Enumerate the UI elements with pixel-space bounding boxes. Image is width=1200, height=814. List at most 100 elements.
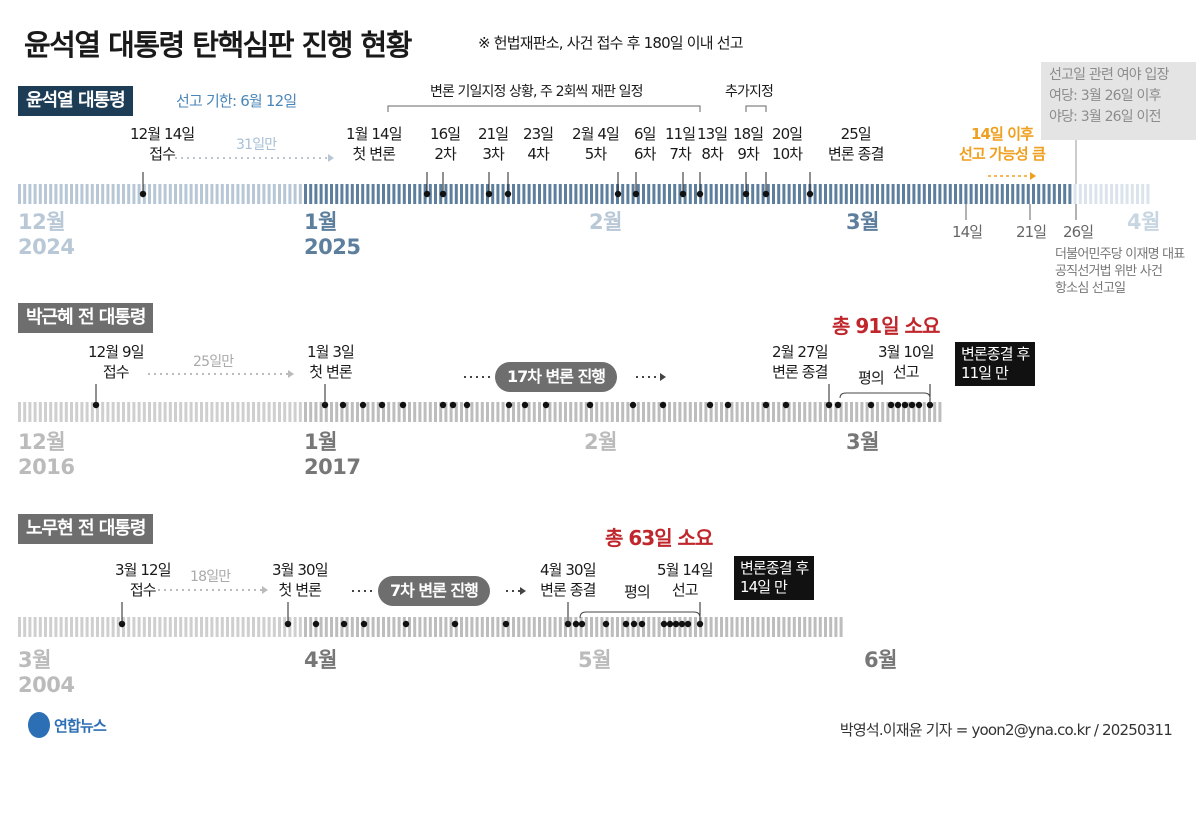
timeline-tick <box>272 184 276 204</box>
timeline-tick <box>1016 184 1020 204</box>
timeline-tick <box>288 402 292 422</box>
timeline-tick <box>995 184 999 204</box>
arrow-head <box>262 586 268 594</box>
timeline-tick <box>189 184 193 204</box>
timeline-tick <box>28 617 32 637</box>
timeline-tick <box>761 402 765 422</box>
timeline-tick <box>584 617 588 637</box>
timeline-tick <box>886 402 890 422</box>
month-label: 2월 <box>589 210 622 234</box>
timeline-tick <box>720 402 723 422</box>
timeline-tick <box>59 617 63 637</box>
timeline-tick <box>210 402 214 422</box>
arrow-head <box>328 154 334 162</box>
timeline-tick <box>184 617 188 637</box>
timeline-tick <box>444 617 448 637</box>
timeline-tick <box>288 617 292 637</box>
timeline-tick <box>532 617 536 637</box>
timeline-tick <box>356 402 359 422</box>
timeline-tick <box>298 402 302 422</box>
timeline-tick <box>54 617 58 637</box>
timeline-tick <box>116 184 120 204</box>
timeline-tick <box>449 402 453 422</box>
timeline-tick <box>569 617 573 637</box>
timeline-tick <box>948 184 952 204</box>
event-dot <box>449 401 457 409</box>
timeline-tick <box>304 184 307 204</box>
timeline-tick <box>49 402 53 422</box>
timeline-tick <box>647 617 651 637</box>
timeline-tick <box>933 184 937 204</box>
timeline-tick <box>1047 184 1051 204</box>
timeline-tick <box>954 184 957 204</box>
timeline-tick <box>532 402 536 422</box>
timeline-tick <box>293 402 297 422</box>
timeline-tick <box>148 402 151 422</box>
timeline-tick <box>834 184 838 204</box>
timeline-tick <box>808 617 812 637</box>
timeline-tick <box>714 184 718 204</box>
timeline-tick <box>272 402 276 422</box>
timeline-tick <box>257 617 261 637</box>
timeline-tick <box>870 402 874 422</box>
event-dot <box>504 190 512 198</box>
timeline-tick <box>881 184 885 204</box>
timeline-tick <box>855 402 859 422</box>
arrow-head <box>520 587 526 595</box>
timeline-tick <box>215 402 219 422</box>
timeline-tick <box>402 184 406 204</box>
timeline-tick <box>278 184 281 204</box>
timeline-tick <box>184 402 188 422</box>
event-dot <box>463 401 471 409</box>
timeline-tick <box>1032 184 1035 204</box>
timeline-tick <box>501 402 505 422</box>
timeline-tick <box>527 617 531 637</box>
timeline-tick <box>319 402 323 422</box>
event-dot <box>629 401 637 409</box>
event-dot <box>578 620 586 628</box>
timeline-tick <box>595 617 599 637</box>
timeline-tick <box>1146 184 1150 204</box>
timeline-tick <box>1084 184 1087 204</box>
gap-label: 25일만 <box>193 354 234 370</box>
timeline-tick <box>434 402 437 422</box>
timeline-tick <box>704 402 708 422</box>
timeline-tick <box>267 617 271 637</box>
timeline-tick <box>174 402 177 422</box>
event-dot <box>521 401 529 409</box>
event-dot <box>630 620 638 628</box>
timeline-tick <box>226 184 229 204</box>
event-dot <box>915 401 923 409</box>
timeline-tick <box>350 402 354 422</box>
hearing-count-pill: 17차 변론 진행 <box>495 362 618 392</box>
timeline-tick <box>818 402 822 422</box>
page-title: 윤석열 대통령 탄핵심판 진행 현황 <box>24 28 412 62</box>
timeline-tick <box>23 184 27 204</box>
timeline-tick <box>730 402 734 422</box>
timeline-tick <box>766 617 770 637</box>
timeline-tick <box>636 402 640 422</box>
timeline-tick <box>1042 184 1046 204</box>
timeline-tick <box>480 617 484 637</box>
timeline-tick <box>470 617 474 637</box>
timeline-tick <box>241 402 245 422</box>
timeline-tick <box>1011 184 1015 204</box>
timeline-tick <box>397 617 401 637</box>
credit-line: 박영석.이재윤 기자 = yoon2@yna.co.kr / 20250311 <box>839 721 1173 739</box>
timeline-tick <box>876 184 879 204</box>
event-dot <box>502 620 510 628</box>
timeline-tick <box>657 402 661 422</box>
timeline-tick <box>569 402 573 422</box>
timeline-tick <box>792 617 796 637</box>
timeline-tick <box>834 617 838 637</box>
timeline-tick <box>626 402 630 422</box>
timeline-tick <box>465 402 469 422</box>
event-label: 3월 12일 접수 <box>115 561 172 599</box>
timeline-tick <box>688 184 692 204</box>
timeline-tick <box>704 617 708 637</box>
timeline-tick <box>319 617 323 637</box>
future-tick-label: 26일 <box>1063 223 1094 241</box>
timeline-tick <box>330 617 333 637</box>
event-dot <box>762 401 770 409</box>
event-dot <box>834 401 842 409</box>
